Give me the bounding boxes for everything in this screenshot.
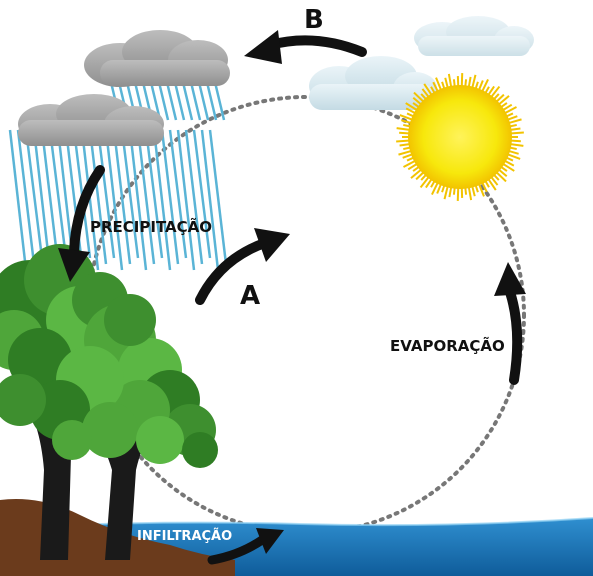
sun-icon: [396, 73, 524, 201]
arrow-a: [195, 228, 290, 305]
rain-cloud-icon: [18, 30, 230, 146]
evaporation-cloud-icon: [309, 16, 534, 110]
label-infiltracao: INFILTRAÇÃO: [137, 528, 232, 544]
label-evaporacao: EVAPORAÇÃO: [390, 336, 505, 355]
label-a: A: [240, 281, 260, 311]
arrow-precipitacao: [58, 165, 105, 282]
label-precipitacao: PRECIPITAÇÃO: [90, 217, 212, 236]
arrow-b: [244, 30, 367, 64]
arrow-infiltracao: [207, 528, 284, 565]
arrow-evaporacao: [494, 262, 526, 385]
label-b: B: [304, 5, 324, 35]
